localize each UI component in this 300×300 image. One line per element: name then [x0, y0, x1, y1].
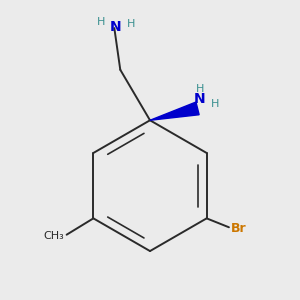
- Text: N: N: [110, 20, 122, 34]
- Text: H: H: [127, 19, 135, 29]
- Text: Br: Br: [230, 222, 246, 235]
- Text: H: H: [97, 17, 105, 27]
- Polygon shape: [150, 102, 199, 120]
- Text: H: H: [196, 84, 204, 94]
- Text: N: N: [194, 92, 206, 106]
- Text: H: H: [211, 99, 219, 109]
- Text: CH₃: CH₃: [43, 231, 64, 241]
